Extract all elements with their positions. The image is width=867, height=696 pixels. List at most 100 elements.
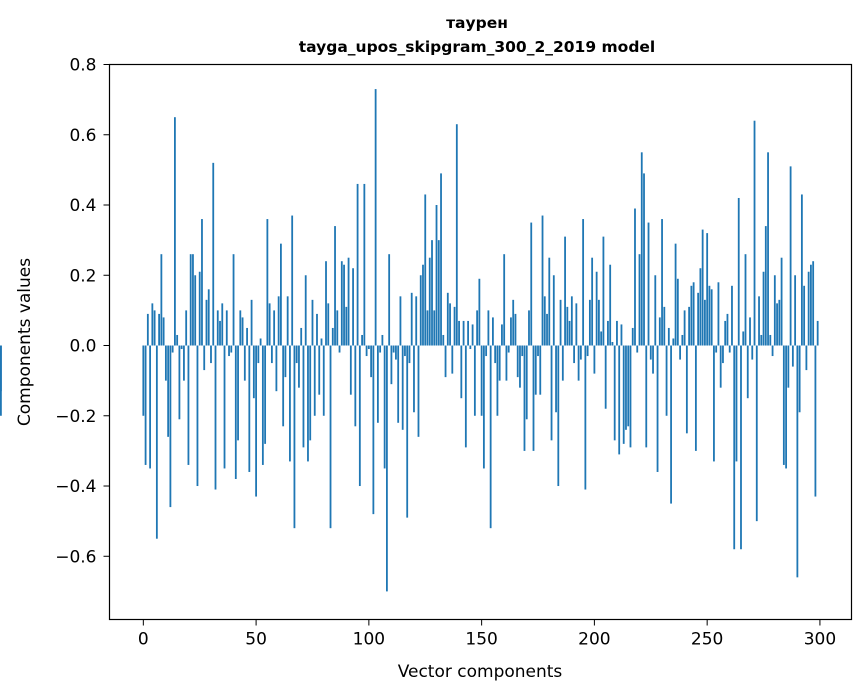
bar-255 xyxy=(717,282,720,346)
bar-43 xyxy=(239,310,242,346)
bar-166 xyxy=(516,345,519,378)
bar-283 xyxy=(780,257,783,346)
bar-135 xyxy=(446,292,449,346)
bar-133 xyxy=(442,334,445,346)
bar-65 xyxy=(289,345,291,462)
bar-25 xyxy=(198,271,201,346)
x-tick-label: 300 xyxy=(804,630,836,650)
bar-164 xyxy=(512,299,515,346)
bar-188 xyxy=(566,306,569,346)
bar-234 xyxy=(670,345,672,504)
bar-195 xyxy=(582,219,585,346)
bar-271 xyxy=(753,120,756,346)
bar-252 xyxy=(710,289,713,346)
bar-225 xyxy=(649,345,652,360)
bar-182 xyxy=(552,275,555,346)
bar-60 xyxy=(277,296,280,346)
bar-269 xyxy=(749,317,751,346)
bar-79 xyxy=(320,338,323,346)
bar-105 xyxy=(379,345,382,353)
bar-222 xyxy=(643,173,645,346)
bar-289 xyxy=(794,275,797,346)
bar-6 xyxy=(155,345,158,539)
bar-185 xyxy=(559,299,562,346)
bar-275 xyxy=(762,271,765,346)
bar-243 xyxy=(690,285,693,346)
bar-175 xyxy=(537,345,539,357)
bar-177 xyxy=(541,215,544,346)
bar-272 xyxy=(755,345,758,522)
bar-251 xyxy=(708,285,711,346)
bar-244 xyxy=(692,282,695,346)
bar-53 xyxy=(261,345,264,465)
bar-277 xyxy=(767,152,769,346)
bar-117 xyxy=(406,345,409,518)
bar-77 xyxy=(316,313,318,346)
bar-211 xyxy=(618,345,621,455)
bar-129 xyxy=(433,310,436,346)
bar-200 xyxy=(593,345,596,374)
bar-235 xyxy=(672,338,675,346)
bar-281 xyxy=(776,303,778,346)
bar-56 xyxy=(268,303,271,346)
bar-266 xyxy=(742,331,745,346)
bar-250 xyxy=(706,233,709,346)
bar-290 xyxy=(796,345,799,578)
bar-21 xyxy=(189,254,192,346)
bar-7 xyxy=(158,313,161,346)
bar-181 xyxy=(550,345,553,441)
bar-172 xyxy=(530,222,533,346)
bar-10 xyxy=(164,345,167,381)
bar-132 xyxy=(440,173,442,346)
bar-238 xyxy=(679,345,681,360)
y-axis-ticks: −0.6 −0.4 −0.2 0.0 0.2 0.4 0.6 0.8 xyxy=(55,56,110,567)
bar-97 xyxy=(361,334,363,346)
bar-130 xyxy=(435,205,438,346)
bar-159 xyxy=(501,324,503,346)
bar-170 xyxy=(525,345,528,420)
bar-246 xyxy=(697,292,700,346)
bar-274 xyxy=(760,334,763,346)
bar-5 xyxy=(153,310,156,346)
bar-154 xyxy=(489,345,492,529)
bar-41 xyxy=(234,345,237,479)
bar-85 xyxy=(334,226,336,346)
bar-1 xyxy=(144,345,147,465)
bar-58 xyxy=(273,310,276,346)
bar-18 xyxy=(183,345,185,381)
bar-253 xyxy=(713,345,715,462)
bar-183 xyxy=(555,345,557,413)
bar-257 xyxy=(722,345,724,364)
bar-68 xyxy=(295,345,298,364)
bar-144 xyxy=(467,320,469,346)
bar-276 xyxy=(764,226,767,346)
bar-146 xyxy=(471,324,474,346)
bar-263 xyxy=(735,345,738,462)
bar-232 xyxy=(665,345,668,416)
bar-207 xyxy=(609,264,612,346)
bar-155 xyxy=(492,317,494,346)
bar-91 xyxy=(347,257,350,346)
bar-203 xyxy=(600,331,603,346)
bar-62 xyxy=(282,345,285,427)
bar-86 xyxy=(336,310,339,346)
bar-55 xyxy=(266,219,269,346)
bar-59 xyxy=(275,345,278,392)
bar-113 xyxy=(397,345,400,423)
bar-20 xyxy=(187,345,190,465)
bar-80 xyxy=(322,345,325,416)
bar-72 xyxy=(304,275,307,346)
bar-141 xyxy=(460,345,463,399)
bar-187 xyxy=(564,236,566,346)
bar-284 xyxy=(782,345,785,465)
bar-192 xyxy=(575,303,578,346)
bar-199 xyxy=(591,257,594,346)
bar-153 xyxy=(487,310,490,346)
bar-36 xyxy=(223,345,226,469)
bar-2 xyxy=(146,313,149,346)
bar-81 xyxy=(325,261,327,346)
bar-103 xyxy=(374,89,377,346)
bar-66 xyxy=(291,215,294,346)
bar-157 xyxy=(496,345,499,416)
